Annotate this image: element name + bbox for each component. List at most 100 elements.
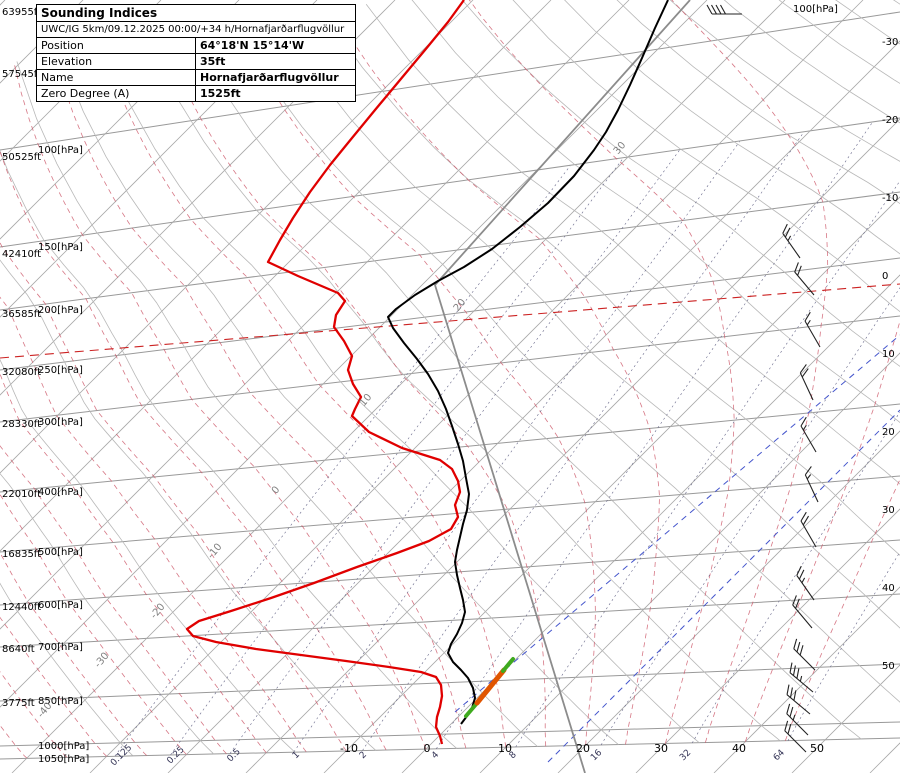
altitude-label: 28330ft [2, 419, 41, 430]
altitude-label: 3775ft [2, 698, 35, 709]
info-label: Position [37, 38, 196, 53]
info-value: Hornafjarðarflugvöllur [200, 71, 339, 84]
dry-adiabat-label: 20 [452, 297, 469, 314]
bottom-temp-label: 20 [576, 742, 590, 755]
mixing-ratio-label: 4 [430, 750, 441, 761]
right-temp-label: 20 [882, 427, 895, 438]
mixing-ratio-label: 2 [358, 750, 369, 761]
pressure-label: 700[hPa] [38, 642, 83, 653]
right-temp-label: 0 [882, 271, 888, 282]
wind-barb [792, 595, 813, 629]
pressure-label-top-right: 100[hPa] [793, 4, 838, 15]
dry-adiabat-label: 0 [270, 484, 283, 496]
right-temp-label: 50 [882, 661, 895, 672]
bottom-temp-label: 40 [732, 742, 746, 755]
info-row-name: Name Hornafjarðarflugvöllur [37, 70, 355, 86]
dry-adiabat-label: -20 [149, 602, 168, 622]
dry-adiabat-label: -30 [93, 651, 112, 671]
mixing-ratio-label: 64 [772, 748, 787, 763]
bottom-temp-label: 30 [654, 742, 668, 755]
pressure-label: 250[hPa] [38, 365, 83, 376]
altitude-label: 22010ft [2, 489, 41, 500]
bottom-temp-label: 50 [810, 742, 824, 755]
wind-barb [793, 638, 816, 671]
info-row-zero-degree: Zero Degree (A) 1525ft [37, 86, 355, 101]
reference-lines [0, 283, 900, 763]
wind-barb [786, 684, 811, 715]
wind-barb [784, 720, 807, 753]
highlighted-layer-marker [464, 657, 515, 718]
pressure-label: 300[hPa] [38, 417, 83, 428]
info-value: 1525ft [200, 87, 241, 100]
altitude-label: 42410ft [2, 249, 41, 260]
mixing-ratio-lines [114, 122, 900, 757]
wind-barb [800, 416, 817, 453]
panel-subtitle: UWC/IG 5km/09.12.2025 00:00/+34 h/Hornaf… [37, 22, 355, 38]
panel-title: Sounding Indices [37, 5, 355, 22]
pressure-label: 500[hPa] [38, 547, 83, 558]
wind-barb [799, 364, 814, 401]
mixing-ratio-reference-line [454, 334, 900, 713]
tropopause-line [0, 283, 900, 359]
mixing-ratio-label: 0.25 [165, 745, 186, 766]
dry-adiabat-lines [0, 0, 900, 756]
wind-barb [796, 565, 815, 601]
info-label: Elevation [37, 54, 196, 69]
wind-barb [782, 223, 801, 259]
wind-barb [804, 311, 821, 348]
right-temp-label: 10 [882, 349, 895, 360]
info-label: Zero Degree (A) [37, 86, 196, 101]
pressure-label: 100[hPa] [38, 145, 83, 156]
info-value: 35ft [200, 55, 226, 68]
pressure-label: 600[hPa] [38, 600, 83, 611]
mixing-ratio-reference-line [547, 409, 900, 763]
wind-barb [800, 511, 817, 548]
temperature-curve [387, 0, 669, 725]
bottom-temp-label: 10 [498, 742, 512, 755]
parcel-curve [434, 0, 691, 773]
wind-barbs [706, 4, 821, 753]
mixing-ratio-label: 8 [508, 750, 519, 761]
right-temp-label: 40 [882, 583, 895, 594]
wind-barb [706, 4, 742, 15]
bottom-temp-label: 0 [424, 742, 431, 755]
altitude-label: 36585ft [2, 309, 41, 320]
right-temp-label: 30 [882, 505, 895, 516]
mixing-ratio-label: 0.5 [226, 747, 243, 764]
right-temp-label: -20 [882, 115, 898, 126]
pressure-label: 850[hPa] [38, 696, 83, 707]
wind-barb [804, 466, 819, 503]
altitude-label: 12440ft [2, 602, 41, 613]
info-value: 64°18'N 15°14'W [200, 39, 305, 52]
altitude-label: 50525ft [2, 152, 41, 163]
info-row-elevation: Elevation 35ft [37, 54, 355, 70]
right-temp-label: -10 [882, 193, 898, 204]
info-label: Name [37, 70, 196, 85]
mixing-ratio-label: 16 [589, 748, 604, 763]
sounding-indices-panel: Sounding Indices UWC/IG 5km/09.12.2025 0… [36, 4, 356, 102]
pressure-label: 1050[hPa] [38, 754, 89, 765]
altitude-label: 16835ft [2, 549, 41, 560]
wind-barb [789, 662, 814, 693]
pressure-label: 400[hPa] [38, 487, 83, 498]
pressure-label: 200[hPa] [38, 305, 83, 316]
dry-adiabat-label: 30 [612, 140, 629, 157]
wind-barb [786, 703, 809, 736]
pressure-label: 1000[hPa] [38, 741, 89, 752]
info-row-position: Position 64°18'N 15°14'W [37, 38, 355, 54]
altitude-label: 32080ft [2, 367, 41, 378]
bottom-temp-label: -10 [340, 742, 358, 755]
altitude-label: 57545ft [2, 69, 41, 80]
altitude-label: 63955ft [2, 7, 41, 18]
wind-barb [794, 262, 815, 296]
pressure-label: 150[hPa] [38, 242, 83, 253]
altitude-label: 8640ft [2, 644, 35, 655]
sounding-curves [185, 0, 691, 773]
dewpoint-curve [185, 0, 465, 745]
right-temp-label: -30 [882, 37, 898, 48]
mixing-ratio-label: 1 [291, 750, 302, 761]
mixing-ratio-label: 32 [678, 748, 693, 763]
